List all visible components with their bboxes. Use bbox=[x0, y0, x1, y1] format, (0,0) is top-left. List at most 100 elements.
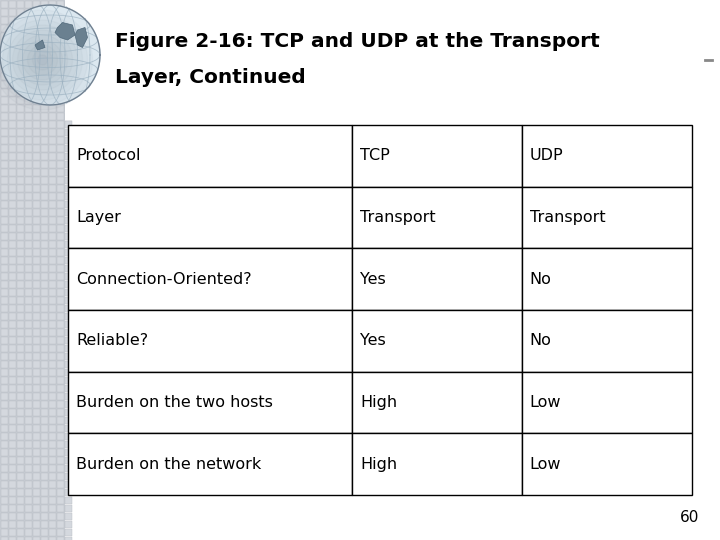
Bar bbox=[32, 89, 40, 96]
Bar bbox=[9, 273, 16, 280]
Bar bbox=[32, 97, 40, 104]
Text: Burden on the network: Burden on the network bbox=[76, 457, 261, 471]
Bar bbox=[65, 393, 71, 400]
Bar bbox=[24, 1, 32, 8]
Bar bbox=[522, 433, 692, 495]
Bar bbox=[40, 305, 48, 312]
Bar bbox=[48, 160, 55, 167]
Bar bbox=[56, 80, 63, 87]
Bar bbox=[65, 416, 71, 423]
Bar bbox=[48, 32, 55, 39]
Bar bbox=[9, 49, 16, 56]
Bar bbox=[17, 376, 24, 383]
Bar bbox=[24, 353, 32, 360]
Bar bbox=[24, 464, 32, 471]
Bar bbox=[24, 49, 32, 56]
Bar bbox=[24, 376, 32, 383]
Bar bbox=[56, 433, 63, 440]
Bar bbox=[9, 97, 16, 104]
Bar bbox=[352, 372, 522, 433]
Bar bbox=[1, 368, 7, 375]
Bar bbox=[17, 321, 24, 327]
Text: Protocol: Protocol bbox=[76, 148, 140, 163]
Bar bbox=[65, 336, 71, 343]
Bar bbox=[40, 481, 48, 488]
Bar bbox=[40, 200, 48, 207]
Bar bbox=[65, 305, 71, 312]
Bar bbox=[24, 240, 32, 247]
Bar bbox=[32, 449, 40, 456]
Bar bbox=[24, 40, 32, 48]
Bar bbox=[17, 9, 24, 16]
Bar bbox=[24, 177, 32, 184]
Bar bbox=[56, 137, 63, 144]
Bar bbox=[32, 424, 40, 431]
Bar bbox=[9, 313, 16, 320]
Bar bbox=[65, 313, 71, 320]
Bar bbox=[48, 72, 55, 79]
Bar bbox=[352, 248, 522, 310]
Bar bbox=[1, 305, 7, 312]
Bar bbox=[32, 57, 40, 64]
Bar bbox=[32, 529, 40, 536]
Bar bbox=[17, 233, 24, 240]
Bar bbox=[1, 17, 7, 24]
Bar bbox=[56, 408, 63, 415]
Bar bbox=[32, 192, 40, 199]
Bar bbox=[65, 433, 71, 440]
Bar bbox=[17, 393, 24, 400]
Bar bbox=[40, 273, 48, 280]
Bar bbox=[32, 328, 40, 335]
Bar bbox=[24, 280, 32, 287]
Bar bbox=[17, 361, 24, 368]
Bar bbox=[9, 112, 16, 119]
Bar bbox=[17, 225, 24, 232]
Bar bbox=[32, 200, 40, 207]
Bar bbox=[65, 512, 71, 519]
Bar bbox=[40, 424, 48, 431]
Bar bbox=[56, 512, 63, 519]
Bar bbox=[24, 152, 32, 159]
Bar bbox=[40, 49, 48, 56]
Bar bbox=[32, 376, 40, 383]
Bar bbox=[24, 496, 32, 503]
Bar bbox=[32, 32, 40, 39]
Bar bbox=[1, 521, 7, 528]
Bar bbox=[56, 368, 63, 375]
Bar bbox=[65, 401, 71, 408]
Bar bbox=[40, 192, 48, 199]
Bar bbox=[1, 145, 7, 152]
Bar bbox=[40, 168, 48, 176]
Bar bbox=[40, 361, 48, 368]
Bar bbox=[40, 1, 48, 8]
Bar bbox=[65, 321, 71, 327]
Bar bbox=[9, 441, 16, 448]
Bar bbox=[48, 208, 55, 215]
Bar bbox=[48, 185, 55, 192]
Bar bbox=[32, 9, 40, 16]
Bar bbox=[40, 529, 48, 536]
Bar bbox=[56, 32, 63, 39]
Bar bbox=[1, 72, 7, 79]
Bar bbox=[48, 481, 55, 488]
Bar bbox=[65, 361, 71, 368]
Bar bbox=[17, 441, 24, 448]
Bar bbox=[17, 57, 24, 64]
Bar bbox=[48, 280, 55, 287]
Bar bbox=[24, 361, 32, 368]
Bar bbox=[40, 233, 48, 240]
Bar bbox=[9, 472, 16, 480]
Bar bbox=[40, 521, 48, 528]
Bar bbox=[68, 372, 352, 433]
Text: UDP: UDP bbox=[530, 148, 563, 163]
Text: Transport: Transport bbox=[530, 210, 606, 225]
Bar bbox=[32, 17, 40, 24]
Bar bbox=[65, 345, 71, 352]
Bar bbox=[24, 472, 32, 480]
Bar bbox=[56, 384, 63, 391]
Bar bbox=[48, 273, 55, 280]
Bar bbox=[40, 32, 48, 39]
Bar bbox=[40, 120, 48, 127]
Bar bbox=[24, 456, 32, 463]
Bar bbox=[24, 489, 32, 496]
